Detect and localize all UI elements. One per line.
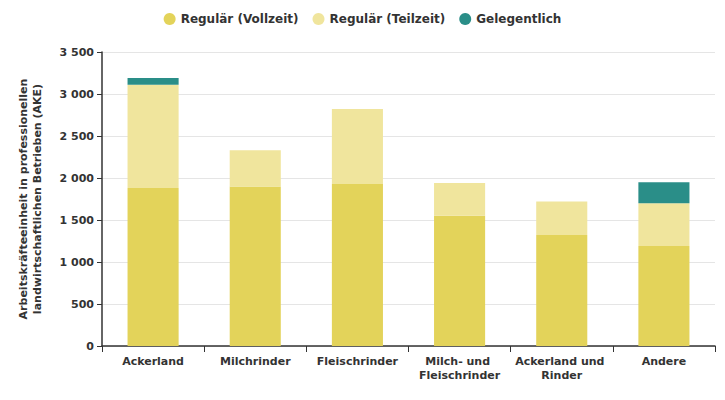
svg-text:1 000: 1 000	[60, 256, 95, 269]
svg-text:Fleischrinder: Fleischrinder	[317, 355, 399, 368]
svg-text:2 000: 2 000	[60, 172, 95, 185]
svg-text:2 500: 2 500	[60, 130, 95, 143]
svg-text:Regulär (Teilzeit): Regulär (Teilzeit)	[330, 12, 446, 26]
svg-text:Gelegentlich: Gelegentlich	[476, 12, 561, 26]
svg-text:3 000: 3 000	[60, 88, 95, 101]
svg-text:Milchrinder: Milchrinder	[220, 355, 291, 368]
svg-text:500: 500	[71, 298, 94, 311]
svg-text:Ackerland und: Ackerland und	[515, 355, 608, 368]
svg-text:Fleischrinder: Fleischrinder	[419, 369, 501, 382]
svg-text:3 500: 3 500	[60, 46, 95, 59]
svg-text:landwirtschaftlichen Betrieben: landwirtschaftlichen Betrieben (AKE)	[31, 84, 44, 314]
svg-text:Andere: Andere	[642, 355, 687, 368]
svg-text:Milch- und: Milch- und	[425, 355, 494, 368]
svg-text:Arbeitskräfteeinheit in profes: Arbeitskräfteeinheit in professionellen	[17, 79, 30, 320]
svg-text:Rinder: Rinder	[541, 369, 582, 382]
svg-text:Ackerland: Ackerland	[122, 355, 184, 368]
svg-text:1 500: 1 500	[60, 214, 95, 227]
svg-text:Regulär (Vollzeit): Regulär (Vollzeit)	[181, 12, 299, 26]
svg-text:0: 0	[86, 340, 94, 353]
